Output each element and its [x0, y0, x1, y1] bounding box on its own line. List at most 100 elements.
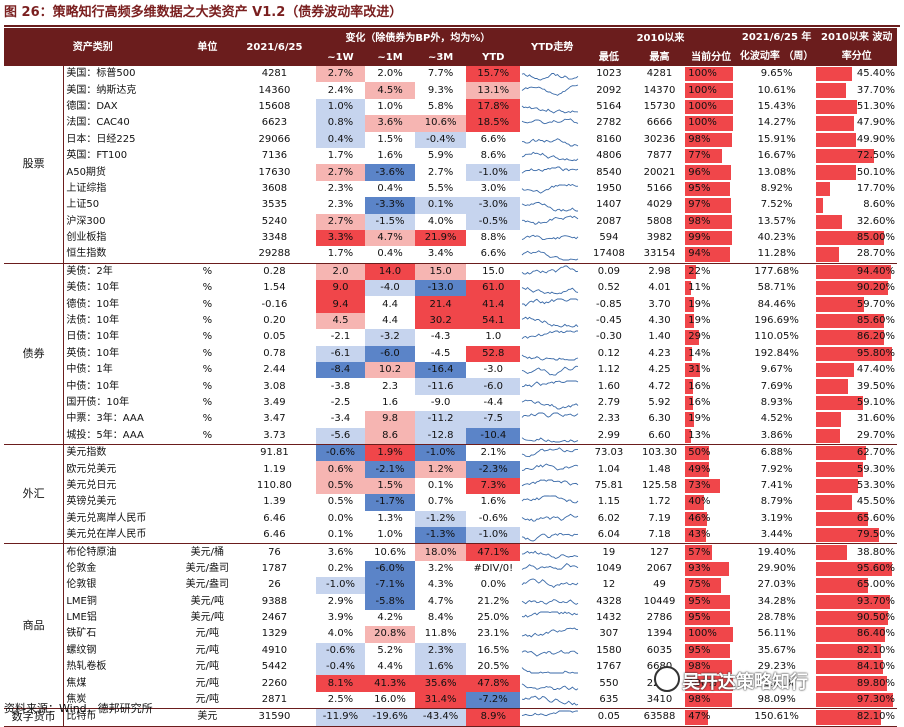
volatility-percentile: 97.30%	[816, 691, 897, 710]
change-ytd: 52.8	[466, 345, 521, 363]
low-value: 1049	[596, 562, 622, 574]
percentile-bar	[685, 67, 733, 82]
high-value: 1394	[646, 628, 673, 640]
current-percentile: 16%	[685, 395, 737, 411]
ytd-sparkline-line	[522, 463, 579, 471]
percentile-text: 29%	[688, 331, 711, 343]
change-ytd: 47.8%	[466, 675, 521, 692]
table-row: 法国：CAC40 6623 0.8% 3.6% 10.6% 18.5% 2782 6666 10…	[4, 115, 897, 132]
low-value: 2.33	[597, 413, 621, 425]
ytd-sparkline	[521, 105, 579, 114]
volatility-percentile-text: 93.70%	[856, 595, 895, 607]
weekly-volatility: 196.69%	[754, 315, 799, 327]
change-m1: 5.2%	[377, 644, 403, 656]
header-ytd-trend: YTD走势	[520, 28, 585, 66]
asset-name: 焦炭	[63, 691, 182, 710]
volatility-percentile-text: 79.50%	[856, 529, 895, 541]
change-m1: 10.6%	[374, 546, 406, 558]
current-percentile: 100%	[685, 675, 737, 691]
weekly-volatility: 16.67%	[757, 150, 796, 162]
table-row: 德债：10年% -0.16 9.4 4.4 21.4 41.4 -0.85 3.70 19% 84…	[4, 296, 897, 313]
ytd-sparkline-line	[521, 265, 579, 275]
table-row: 城投：5年：AAA% 3.73 -5.6 8.6 -12.8 -10.4 2.99 6.60 1…	[4, 427, 897, 445]
volatility-percentile: 28.70%	[816, 246, 897, 264]
asset-name: 沪深300	[66, 215, 106, 227]
change-m3: -4.3	[430, 331, 451, 343]
low-value: 0.52	[597, 282, 621, 294]
current-value: 110.80	[256, 479, 292, 491]
volatility-percentile-text: 29.70%	[856, 429, 895, 441]
change-ytd: -3.0	[483, 364, 504, 376]
asset-unit: 美元/吨	[190, 595, 225, 607]
low-value: 635	[584, 691, 634, 710]
ytd-trend	[520, 280, 584, 296]
volatility-percentile-text: 50.10%	[856, 166, 895, 178]
weekly-volatility: 13.57%	[757, 215, 796, 227]
header-high: 最高	[633, 48, 686, 66]
volatility-percentile: 72.50%	[816, 148, 897, 164]
low-value: 17408	[584, 246, 634, 264]
change-w1: 2.3%	[327, 182, 354, 194]
percentile-bar	[685, 181, 731, 197]
change-w1: 0.5%	[327, 496, 354, 508]
asset-name: 创业板指	[66, 232, 107, 244]
current-percentile: 98%	[685, 132, 737, 148]
current-value: 5240	[261, 215, 288, 227]
ytd-sparkline	[522, 710, 579, 717]
change-ytd: 23.1%	[477, 628, 510, 640]
table-row: 沪深300 5240 2.7% -1.5% 4.0% -0.5% 2087 5808 98% 13…	[4, 213, 897, 230]
weekly-volatility: 28.78%	[757, 612, 796, 624]
ytd-sparkline	[522, 298, 579, 307]
weekly-volatility: 34.28%	[757, 595, 796, 607]
volatility-bar	[816, 428, 840, 443]
ytd-sparkline-line	[521, 166, 579, 174]
ytd-trend	[520, 526, 585, 545]
change-m3: -9.0	[430, 397, 451, 408]
change-ytd: 25.0%	[477, 612, 510, 624]
ytd-trend	[520, 230, 584, 246]
low-value: 1580	[596, 644, 622, 656]
low-value: 2092	[596, 84, 622, 96]
volatility-percentile: 90.20%	[816, 280, 897, 296]
change-w1: -3.4	[330, 413, 351, 425]
current-percentile: 95%	[685, 643, 737, 659]
percentile-text: 95%	[688, 595, 711, 607]
ytd-sparkline	[522, 138, 579, 147]
volatility-percentile-text: 39.50%	[856, 380, 895, 392]
header-1w: ~1W	[315, 48, 366, 66]
change-w1: 2.7%	[315, 164, 366, 181]
asset-unit	[182, 197, 234, 213]
asset-unit	[182, 148, 234, 164]
high-value: 33154	[633, 246, 686, 264]
percentile-text: 100%	[688, 100, 717, 112]
asset-unit: 美元/桶	[190, 546, 225, 558]
volatility-percentile-text: 82.10%	[856, 644, 895, 656]
ytd-trend	[520, 246, 585, 264]
ytd-sparkline-line	[521, 562, 579, 570]
percentile-text: 50%	[688, 447, 711, 459]
volatility-bar	[816, 230, 884, 246]
change-m1: 1.6	[382, 397, 398, 408]
volatility-percentile: 84.10%	[816, 659, 897, 675]
ytd-sparkline	[521, 250, 579, 261]
asset-unit	[181, 526, 234, 545]
ytd-trend	[520, 82, 584, 98]
weekly-volatility: 58.81%	[757, 677, 796, 689]
ytd-sparkline-line	[521, 202, 579, 212]
asset-name: A50期货	[66, 166, 106, 178]
current-percentile: 19%	[685, 296, 737, 312]
asset-unit: %	[202, 315, 213, 327]
weekly-volatility: 29.90%	[757, 562, 796, 574]
header-1m: ~1M	[365, 48, 415, 66]
current-value: 3535	[261, 199, 288, 211]
change-ytd: 1.6%	[480, 496, 506, 508]
change-w1: 1.7%	[327, 150, 354, 162]
volatility-percentile-text: 95.60%	[856, 562, 895, 574]
current-percentile: 98%	[685, 214, 737, 230]
change-w1: 3.3%	[315, 229, 366, 247]
change-m1: 9.8	[365, 411, 415, 428]
low-value: 1767	[596, 661, 622, 673]
current-value: 0.05	[263, 331, 286, 343]
table-row: A50期货 17630 2.7% -3.6% 2.7% -1.0% 8540 20021 96%…	[4, 164, 897, 181]
asset-name: 日债：10年	[66, 331, 120, 343]
